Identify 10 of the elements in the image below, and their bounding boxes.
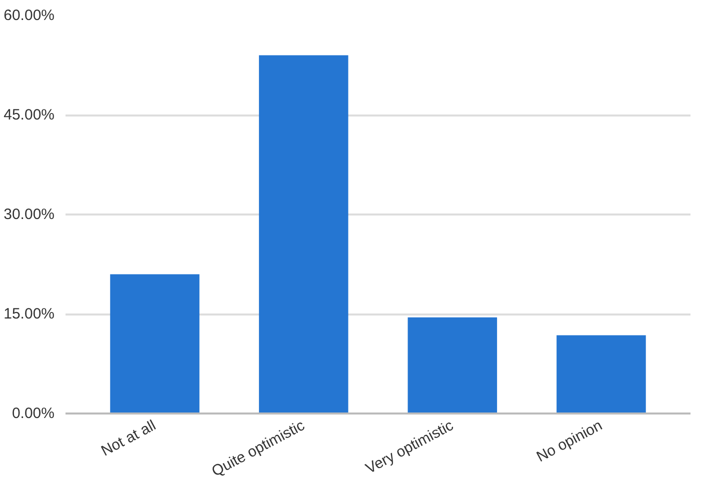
y-tick-label: 30.00% [4,206,54,223]
y-tick-label: 0.00% [12,405,55,422]
bar [556,335,646,414]
x-tick-label: Not at all [98,417,159,460]
y-tick-label: 15.00% [4,306,54,322]
y-tick-label: 60.00% [4,7,54,24]
y-tick-label: 45.00% [4,106,54,124]
bar [408,317,498,414]
bar [258,55,348,414]
bar [110,274,200,414]
